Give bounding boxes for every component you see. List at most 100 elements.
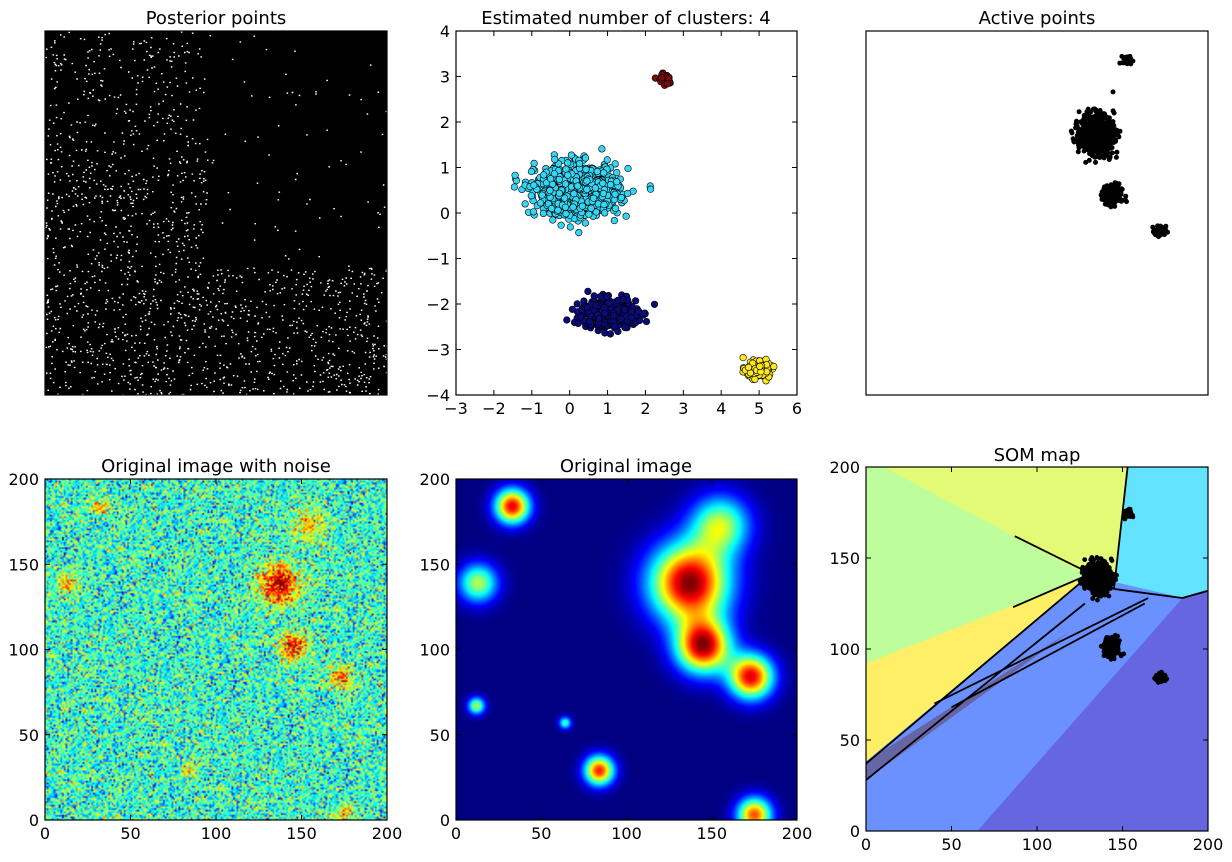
cluster-point — [564, 171, 572, 179]
cluster-point — [529, 208, 538, 216]
cluster-point — [663, 80, 672, 88]
cluster-point — [603, 293, 611, 301]
y-tick-label: −1 — [426, 250, 450, 269]
cluster-point — [536, 199, 545, 207]
y-tick-label: −3 — [426, 341, 450, 360]
cluster-point — [585, 318, 594, 326]
som-map-panel: SOM map 0 50 100 150 200 0 50 100 150 200 — [829, 445, 1223, 854]
active-points-scatter — [1068, 53, 1170, 240]
cluster-point — [575, 229, 583, 237]
posterior-points-frame — [44, 30, 388, 396]
original-image-x-ticks: 0 50 100 150 200 — [451, 479, 812, 843]
x-tick-label: 0 — [40, 824, 50, 843]
cluster-point — [583, 185, 591, 194]
som-map-y-ticks: 0 50 100 150 200 — [829, 458, 1208, 841]
x-tick-label: 2 — [640, 399, 650, 418]
y-tick-label: 150 — [419, 555, 450, 574]
x-tick-label: 200 — [1193, 835, 1224, 854]
x-tick-label: 0 — [451, 824, 461, 843]
x-tick-label: 100 — [611, 824, 642, 843]
som-map-plot — [866, 467, 1208, 831]
posterior-points-scatter — [45, 31, 389, 397]
cluster-point — [601, 209, 609, 217]
cluster-point — [591, 184, 600, 192]
cluster-point — [546, 186, 554, 195]
clusters-panel: Estimated number of clusters: 4 −3 −2 −1 0 1… — [426, 8, 802, 418]
cluster-point — [658, 74, 666, 82]
cluster-point — [624, 164, 632, 173]
cluster-point — [614, 327, 622, 336]
cluster-point — [621, 323, 629, 331]
cluster-point — [751, 375, 759, 383]
cluster-point — [581, 219, 590, 227]
som-boundary-line — [1182, 589, 1208, 599]
cluster-point — [611, 190, 619, 198]
cluster-point — [564, 159, 572, 167]
active-cluster-3 — [1117, 53, 1136, 67]
cluster-point — [511, 171, 519, 179]
cluster-point — [641, 309, 649, 317]
cluster-point — [603, 156, 611, 164]
x-tick-label: 150 — [1107, 835, 1138, 854]
cluster-point — [592, 301, 600, 310]
cluster-point — [642, 318, 651, 326]
cluster-point — [521, 200, 529, 208]
cluster-point — [606, 181, 615, 189]
cluster-series-0 — [510, 145, 655, 237]
posterior-background — [45, 31, 387, 395]
posterior-points-panel: Posterior points — [44, 8, 389, 397]
cluster-point — [623, 189, 632, 198]
x-tick-label: 50 — [531, 824, 551, 843]
cluster-point — [567, 151, 576, 159]
cluster-point — [617, 315, 625, 323]
som-boundary-line — [1012, 575, 1086, 608]
som-boundary-line — [866, 602, 1086, 781]
cluster-point — [744, 363, 753, 372]
active-cluster-2 — [1150, 223, 1170, 240]
cluster-point — [577, 313, 585, 321]
cluster-point — [551, 155, 559, 163]
x-tick-label: −1 — [520, 399, 544, 418]
cluster-point — [566, 223, 574, 231]
cluster-point — [562, 165, 570, 173]
y-tick-label: 200 — [419, 470, 450, 489]
cluster-point — [527, 192, 535, 200]
x-tick-label: 3 — [678, 399, 688, 418]
cluster-point — [595, 315, 603, 323]
original-image-heatmap — [456, 479, 797, 820]
som-cluster-3 — [1121, 506, 1136, 522]
cluster-point — [569, 203, 577, 211]
cluster-point — [568, 305, 577, 313]
x-tick-label: 50 — [941, 835, 961, 854]
cluster-point — [510, 183, 519, 191]
cluster-point — [610, 217, 619, 225]
y-tick-label: 100 — [829, 640, 860, 659]
cluster-point — [561, 180, 570, 188]
cluster-point — [610, 312, 618, 320]
cluster-point — [611, 204, 620, 212]
cluster-point — [599, 179, 607, 187]
cluster-point — [573, 300, 581, 308]
noise-image-y-ticks: 0 50 100 150 200 — [8, 470, 387, 830]
y-tick-label: 150 — [8, 555, 39, 574]
cluster-point — [593, 167, 601, 176]
y-tick-label: 0 — [440, 204, 450, 223]
som-region-2 — [1113, 467, 1208, 599]
cluster-point — [562, 210, 570, 218]
noise-image-panel: Original image with noise 0 50 100 150 200 0… — [8, 456, 402, 843]
cluster-point — [527, 167, 536, 176]
cluster-point — [584, 287, 592, 296]
cluster-point — [596, 293, 605, 301]
y-tick-label: 100 — [8, 641, 39, 660]
som-cluster-1 — [1098, 632, 1127, 662]
cluster-point — [601, 329, 609, 337]
cluster-point — [555, 189, 564, 197]
x-tick-label: 0 — [565, 399, 575, 418]
cluster-point — [574, 182, 582, 190]
x-tick-label: 150 — [286, 824, 317, 843]
cluster-point — [583, 177, 591, 185]
cluster-point — [613, 169, 621, 177]
som-boundary-line — [866, 575, 1089, 765]
clusters-scatter — [510, 69, 778, 385]
